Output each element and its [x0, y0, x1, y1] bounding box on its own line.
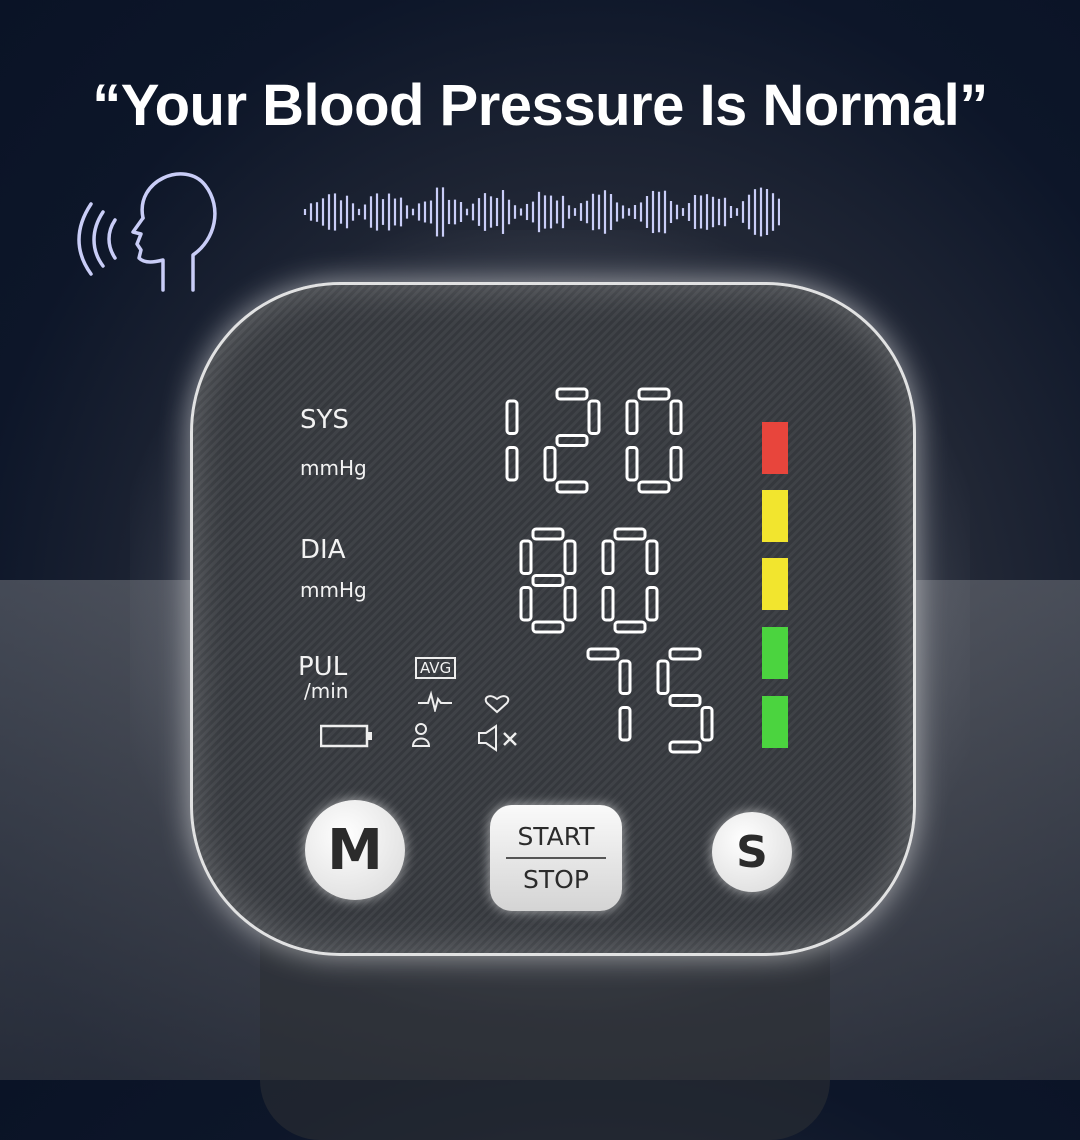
- segment: [586, 647, 620, 661]
- dia-label: DIA: [300, 535, 346, 565]
- segment: [637, 387, 671, 401]
- battery-icon: [320, 724, 372, 748]
- segment: [645, 539, 659, 575]
- bp-level-bar: [762, 696, 788, 748]
- segment: [669, 399, 683, 435]
- button-divider: [506, 857, 606, 859]
- segment: [563, 539, 577, 575]
- digit-8: [519, 527, 577, 634]
- segment: [555, 480, 589, 494]
- headline: “Your Blood Pressure Is Normal”: [92, 73, 988, 138]
- audio-waveform-icon: [303, 187, 780, 237]
- segment: [505, 446, 519, 482]
- pulse-wave-icon: [418, 690, 452, 712]
- segment: [555, 434, 589, 447]
- stop-label: STOP: [523, 865, 589, 894]
- segment: [587, 399, 601, 435]
- bp-level-bar: [762, 422, 788, 474]
- segment: [531, 620, 565, 634]
- start-label: START: [517, 822, 595, 851]
- segment: [625, 446, 639, 482]
- sys-label: SYS: [300, 405, 349, 435]
- segment: [601, 586, 615, 622]
- avg-indicator: AVG: [415, 657, 457, 679]
- bp-level-bar: [762, 627, 788, 679]
- segment: [668, 740, 702, 754]
- digit-7: [586, 647, 632, 742]
- segment: [613, 527, 647, 541]
- digit-1: [505, 399, 519, 482]
- segment: [618, 706, 632, 742]
- segment: [668, 694, 702, 707]
- segment: [519, 586, 533, 622]
- segment: [563, 586, 577, 622]
- pul-label: PUL: [298, 652, 348, 682]
- digit-2: [543, 387, 601, 494]
- segment: [700, 706, 714, 742]
- segment: [519, 539, 533, 575]
- segment: [656, 659, 670, 695]
- set-button[interactable]: S: [712, 812, 792, 892]
- segment: [531, 527, 565, 541]
- start-stop-button[interactable]: START STOP: [490, 805, 622, 911]
- segment: [645, 586, 659, 622]
- bp-level-bar: [762, 558, 788, 610]
- diastolic-reading: [519, 527, 659, 634]
- pul-unit: /min: [304, 679, 349, 703]
- segment: [543, 446, 557, 482]
- segment: [531, 574, 565, 587]
- segment: [618, 659, 632, 695]
- segment: [613, 620, 647, 634]
- digit-0: [601, 527, 659, 634]
- dia-unit: mmHg: [300, 578, 367, 602]
- sys-unit: mmHg: [300, 456, 367, 480]
- systolic-reading: [505, 387, 683, 494]
- digit-0: [625, 387, 683, 494]
- heart-icon: [484, 695, 510, 714]
- memory-button[interactable]: M: [305, 800, 405, 900]
- digit-5: [656, 647, 714, 754]
- pulse-reading: [586, 647, 714, 754]
- mute-icon: [478, 724, 517, 752]
- segment: [625, 399, 639, 435]
- segment: [555, 387, 589, 401]
- segment: [505, 399, 519, 435]
- bp-level-bar: [762, 490, 788, 542]
- segment: [668, 647, 702, 661]
- segment: [669, 446, 683, 482]
- user-icon: [411, 723, 431, 747]
- segment: [637, 480, 671, 494]
- segment: [601, 539, 615, 575]
- speaking-head-icon: [77, 172, 217, 292]
